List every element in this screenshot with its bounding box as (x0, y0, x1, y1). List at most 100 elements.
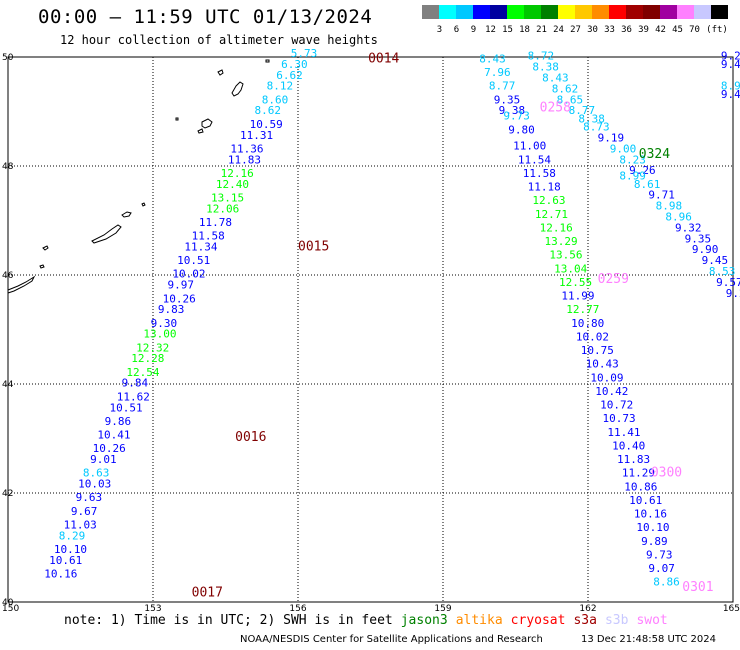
wave-height-value: 10.72 (600, 399, 633, 412)
color-legend-label: 21 (536, 25, 547, 35)
wave-height-value: 10.42 (595, 385, 628, 398)
wave-height-value: 8.38 (578, 112, 605, 125)
lon-tick-label: 165 (723, 604, 740, 614)
wave-height-value: 10.41 (97, 429, 130, 442)
wave-height-value: 8.77 (489, 80, 515, 93)
wave-height-value: 12.32 (136, 341, 169, 354)
color-legend-label: 42 (655, 25, 666, 35)
wave-height-value: 11.58 (192, 230, 225, 243)
wave-height-value: 8.60 (262, 93, 289, 106)
wave-height-value: 10.86 (624, 480, 657, 493)
color-legend-label: 15 (502, 25, 513, 35)
color-legend-label: 39 (638, 25, 649, 35)
wave-height-value: 9.20 (726, 287, 740, 300)
wave-height-value: 10.43 (586, 358, 619, 371)
track-time-label: 0015 (298, 239, 329, 254)
color-swatch (694, 5, 711, 19)
wave-height-value: 11.78 (199, 216, 232, 229)
wave-height-value: 8.98 (656, 200, 683, 213)
wave-height-value: 8.38 (532, 61, 559, 74)
color-swatch (422, 5, 439, 19)
wave-height-value: 10.75 (581, 344, 614, 357)
wave-height-value: 9.80 (508, 123, 535, 136)
lat-tick-label: 50 (2, 53, 14, 63)
wave-height-value: 8.65 (557, 93, 584, 106)
wave-height-value: 10.61 (49, 554, 82, 567)
wave-height-value: 10.26 (163, 292, 196, 305)
color-swatch (541, 5, 558, 19)
wave-height-value: 10.10 (54, 543, 87, 556)
lat-tick-label: 44 (2, 380, 14, 390)
color-legend-label: 3 (436, 25, 443, 35)
wave-height-value: 9.42 (721, 88, 740, 101)
color-legend-label: 27 (570, 25, 581, 35)
wave-height-value: 9.19 (598, 131, 625, 144)
wave-height-value: 11.29 (622, 467, 655, 480)
wave-height-value: 10.73 (603, 412, 636, 425)
island-outline (121, 211, 132, 218)
lat-tick-label: 42 (2, 489, 13, 499)
wave-height-value: 12.16 (221, 167, 254, 180)
wave-height-value: 12.40 (216, 178, 249, 191)
page-subtitle: 12 hour collection of altimeter wave hei… (60, 33, 378, 47)
wave-height-value: 9.57 (716, 276, 740, 289)
wave-height-value: 8.96 (665, 211, 692, 224)
island-outline (197, 128, 204, 134)
wave-height-value: 11.83 (228, 153, 261, 166)
wave-height-value: 9.84 (122, 377, 149, 390)
satellite-legend-item: altika (455, 613, 503, 628)
color-legend-label: (ft) (706, 25, 728, 35)
wave-height-value: 12.28 (131, 352, 164, 365)
note-text: note: 1) Time is in UTC; 2) SWH is in fe… (64, 613, 393, 628)
wave-height-value: 9.71 (648, 189, 675, 202)
wave-height-value: 7.96 (484, 66, 511, 79)
lat-tick-label: 40 (2, 598, 14, 608)
wave-height-value: 9.67 (71, 505, 98, 518)
wave-height-value: 8.73 (583, 121, 610, 134)
wave-height-value: 8.77 (569, 104, 596, 117)
wave-height-value: 12.06 (206, 202, 239, 215)
wave-height-value: 6.30 (281, 58, 308, 71)
color-swatch (592, 5, 609, 19)
wave-height-value: 9.97 (168, 279, 195, 292)
wave-height-value: 12.71 (535, 208, 568, 221)
satellite-legend-item: jason3 (400, 613, 448, 628)
wave-height-value: 9.73 (646, 548, 673, 561)
wave-height-value: 10.10 (636, 521, 669, 534)
island-outline (201, 118, 213, 129)
color-swatch (456, 5, 473, 19)
island-outline (175, 117, 179, 121)
color-legend-label: 6 (453, 25, 460, 35)
track-time-label: 0259 (598, 272, 629, 287)
wave-height-value: 10.16 (44, 567, 77, 580)
island-outline (231, 81, 244, 97)
lon-tick-label: 156 (289, 604, 306, 614)
color-swatch (490, 5, 507, 19)
wave-height-value: 8.62 (552, 82, 579, 95)
island-outline (265, 59, 270, 63)
wave-height-value: 9.35 (685, 232, 712, 245)
wave-height-value: 9.86 (105, 415, 131, 428)
wave-height-value: 9.32 (675, 221, 702, 234)
wave-height-value: 8.61 (634, 178, 661, 191)
color-swatch (473, 5, 490, 19)
wave-height-value: 9.26 (629, 164, 656, 177)
wave-height-value: 8.99 (619, 170, 646, 183)
track-time-label: 0014 (368, 51, 399, 66)
color-swatch (660, 5, 677, 19)
wave-height-value: 9.35 (494, 93, 521, 106)
wave-height-value: 11.18 (528, 181, 561, 194)
wave-height-value: 12.16 (540, 221, 573, 234)
wave-height-value: 11.36 (230, 142, 263, 155)
satellite-legend-item: cryosat (510, 613, 566, 628)
lat-tick-label: 48 (2, 162, 14, 172)
wave-height-value: 8.98 (721, 80, 740, 93)
wave-height-value: 10.51 (110, 401, 143, 414)
wave-height-value: 11.58 (523, 167, 556, 180)
color-swatch (609, 5, 626, 19)
color-swatch (524, 5, 541, 19)
wave-height-value: 9.73 (503, 110, 529, 123)
wave-height-value: 8.12 (267, 80, 294, 93)
wave-height-value: 8.29 (59, 529, 86, 542)
wave-height-value: 10.51 (177, 254, 210, 267)
